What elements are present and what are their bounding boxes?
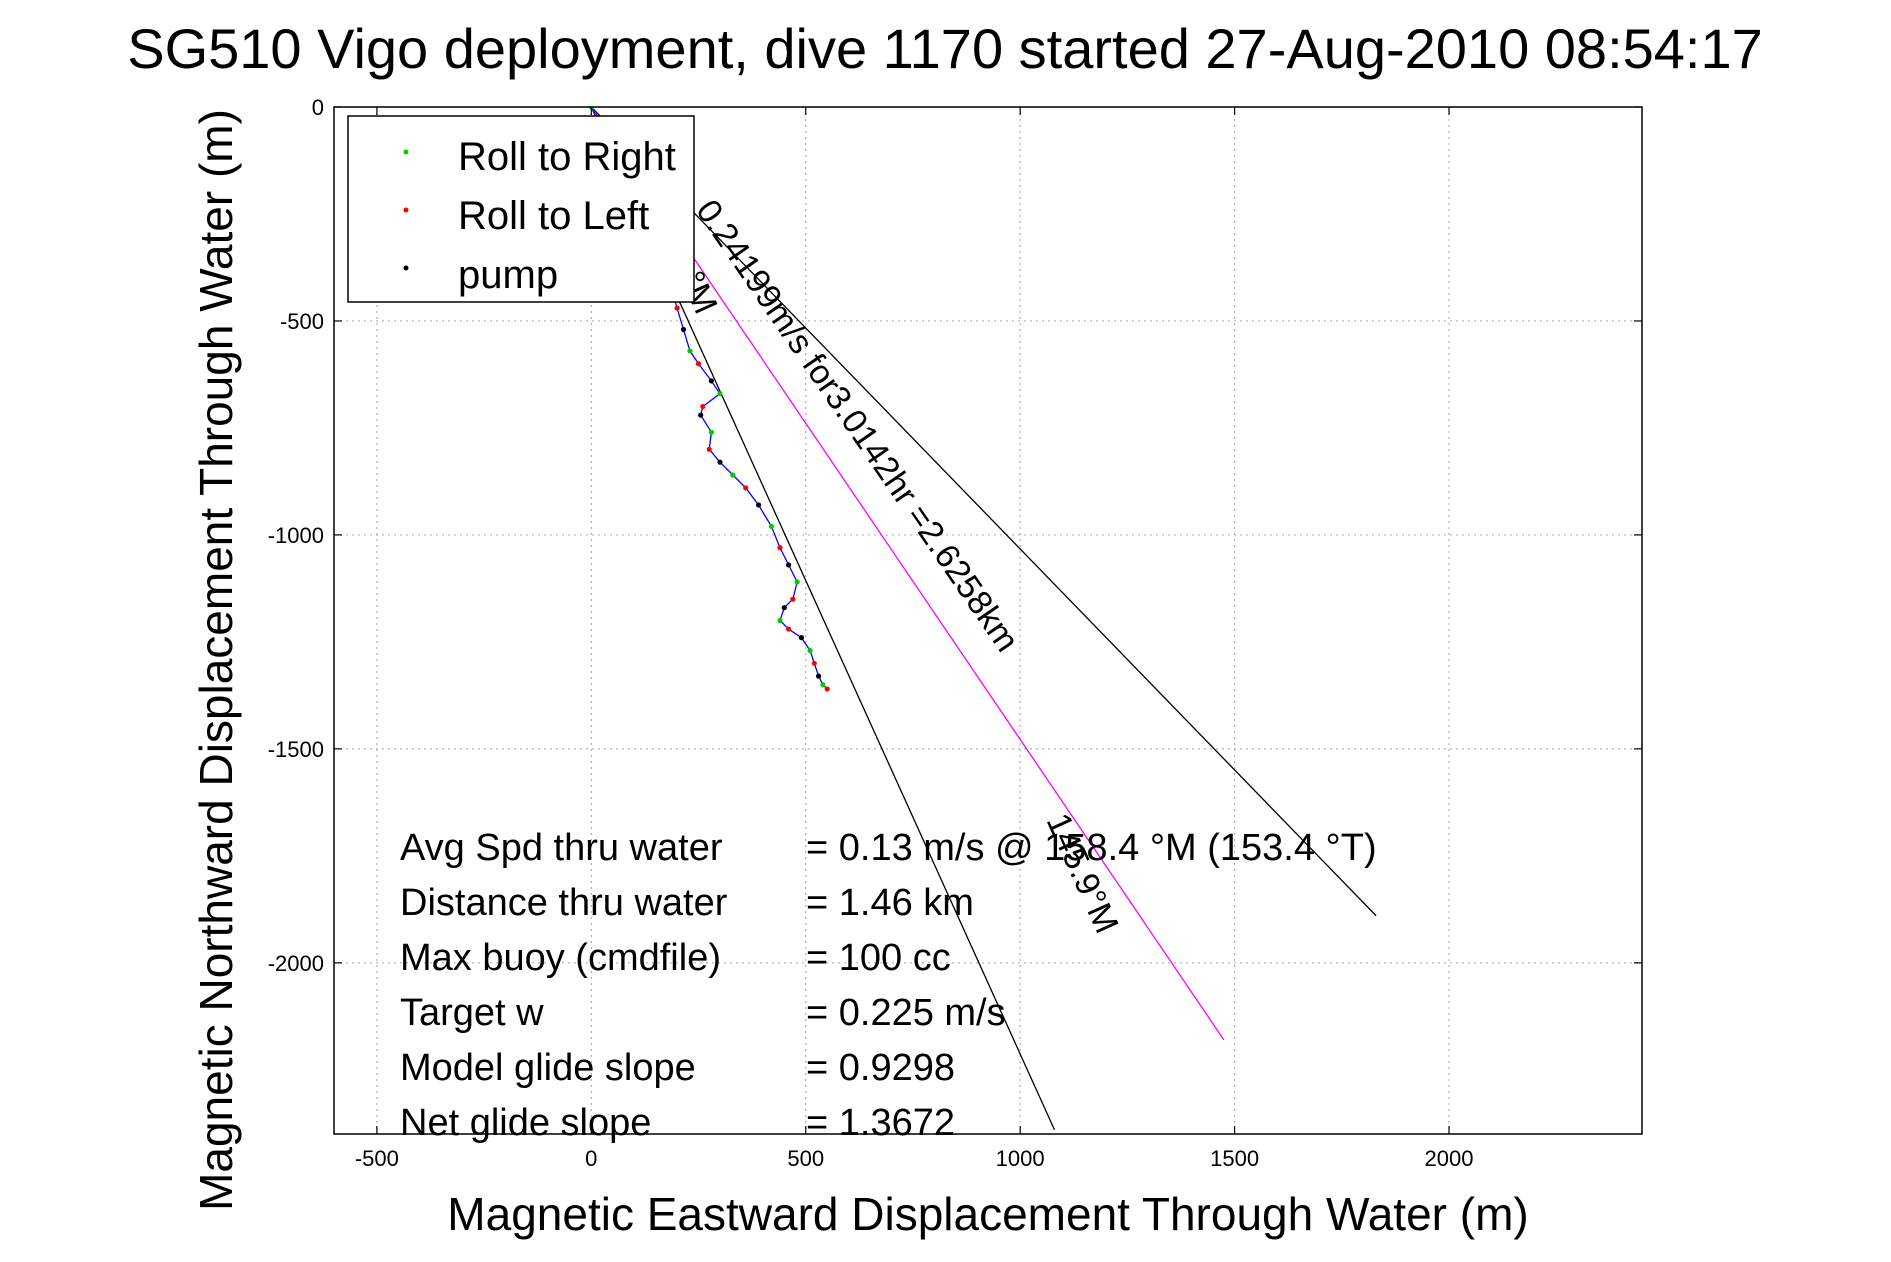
track-point — [777, 545, 783, 551]
track-point — [706, 446, 712, 452]
stat-value: = 1.3672 — [806, 1102, 955, 1144]
stat-value: = 0.9298 — [806, 1047, 955, 1089]
track-point — [695, 361, 702, 367]
track-point — [798, 635, 805, 641]
track-point — [777, 617, 783, 624]
x-tick-label: 500 — [787, 1146, 824, 1171]
track-point — [708, 429, 714, 435]
stat-label: Max buoy (cmdfile) — [400, 937, 721, 979]
track-point — [698, 412, 704, 418]
track-point — [717, 459, 723, 465]
plot-frame — [333, 106, 1643, 1135]
track-point — [790, 596, 796, 602]
stat-label: Avg Spd thru water — [400, 827, 723, 869]
stat-label: Net glide slope — [400, 1102, 651, 1144]
y-tick-label: -1500 — [268, 737, 324, 762]
y-tick-label: 0 — [312, 95, 324, 120]
stat-value: = 1.46 km — [806, 882, 974, 924]
track-point — [816, 673, 822, 679]
track-point — [730, 472, 736, 478]
y-tick-label: -2000 — [268, 951, 324, 976]
x-tick-label: 2000 — [1425, 1146, 1474, 1171]
y-axis-title: Magnetic Northward Displacement Through … — [190, 109, 242, 1211]
x-axis-title: Magnetic Eastward Displacement Through W… — [447, 1188, 1528, 1240]
track-point — [674, 305, 680, 311]
legend-marker-roll-left — [403, 207, 409, 213]
legend-label-roll-right: Roll to Right — [458, 135, 676, 179]
reference-line — [590, 107, 1225, 1041]
track-point — [717, 391, 723, 397]
legend: Roll to Right Roll to Left pump — [347, 115, 695, 303]
stat-value: = 0.225 m/s — [806, 992, 1006, 1034]
track-point — [687, 348, 693, 354]
legend-marker-roll-right — [403, 149, 409, 155]
x-tick-label: 1000 — [996, 1146, 1045, 1171]
stat-label: Model glide slope — [400, 1047, 696, 1089]
track-point — [794, 579, 800, 585]
legend-marker-pump — [403, 265, 409, 271]
track-point — [811, 660, 817, 666]
x-tick-label: 0 — [585, 1146, 597, 1171]
track-point — [755, 502, 762, 508]
track-point — [743, 485, 749, 491]
track-point — [708, 378, 714, 384]
track-point — [680, 326, 687, 333]
legend-label-roll-left: Roll to Left — [458, 194, 649, 238]
stat-label: Target w — [400, 992, 544, 1034]
tick-layer: -500 0 500 1000 1500 2000 0 -500 -1000 -1500 -2000 — [268, 95, 1642, 1171]
track-point — [785, 626, 792, 632]
track-point — [820, 682, 826, 688]
track-point — [807, 647, 813, 654]
reference-line — [590, 107, 1377, 917]
x-tick-label: -500 — [355, 1146, 399, 1171]
chart-title: SG510 Vigo deployment, dive 1170 started… — [127, 17, 1763, 80]
track-point — [824, 686, 830, 692]
stats-block: Avg Spd thru water = 0.13 m/s @ 158.4 °M… — [400, 827, 1377, 1144]
y-tick-label: -500 — [280, 309, 324, 334]
stat-label: Distance thru water — [400, 882, 728, 924]
track-point — [781, 605, 787, 611]
track-point — [700, 403, 706, 410]
y-tick-label: -1000 — [268, 523, 324, 548]
legend-label-pump: pump — [458, 253, 558, 297]
track-point — [768, 523, 775, 529]
stat-value: = 0.13 m/s @ 158.4 °M (153.4 °T) — [806, 827, 1377, 869]
stat-value: = 100 cc — [806, 937, 951, 979]
x-tick-label: 1500 — [1210, 1146, 1259, 1171]
track-point — [785, 562, 792, 568]
